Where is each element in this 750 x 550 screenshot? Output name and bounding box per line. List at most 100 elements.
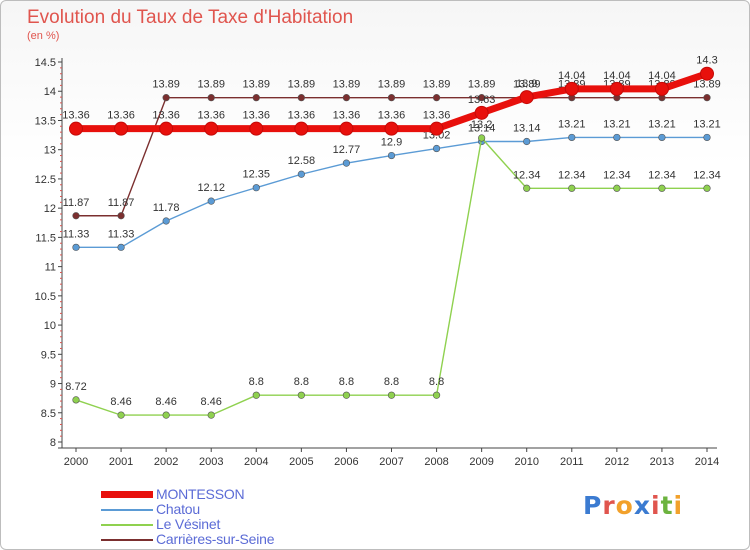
data-label: 12.34 xyxy=(693,169,721,181)
x-tick-label: 2001 xyxy=(109,456,133,468)
data-label: 12.77 xyxy=(333,144,361,156)
data-label: 13.14 xyxy=(513,123,541,135)
data-label: 13.36 xyxy=(107,110,135,122)
data-label: 13.14 xyxy=(468,123,496,135)
x-tick-label: 2005 xyxy=(289,456,313,468)
data-point xyxy=(523,137,531,146)
y-tick-label: 10.5 xyxy=(35,291,56,303)
data-point xyxy=(658,133,666,142)
data-label: 13.89 xyxy=(288,79,316,91)
data-point xyxy=(568,184,576,192)
data-point xyxy=(162,94,170,102)
data-point xyxy=(72,396,80,404)
data-label: 12.34 xyxy=(648,169,676,181)
data-point xyxy=(658,184,666,192)
chart-subtitle: (en %) xyxy=(27,30,60,42)
x-tick-label: 2012 xyxy=(605,456,629,468)
data-point xyxy=(207,411,215,419)
data-label: 13.36 xyxy=(423,110,451,122)
data-label: 12.34 xyxy=(603,169,631,181)
x-tick-label: 2008 xyxy=(424,456,448,468)
data-label: 13.89 xyxy=(378,79,406,91)
data-label: 13.9 xyxy=(516,78,537,90)
data-point xyxy=(609,81,624,96)
data-label: 13.21 xyxy=(693,118,721,130)
data-point xyxy=(207,94,215,102)
data-label: 11.87 xyxy=(108,197,135,209)
data-label: 13.63 xyxy=(468,94,496,106)
data-label: 12.34 xyxy=(558,169,586,181)
data-point xyxy=(72,243,80,251)
y-tick-label: 14 xyxy=(44,86,56,98)
x-tick-label: 2004 xyxy=(244,456,268,468)
x-tick-label: 2006 xyxy=(334,456,358,468)
legend-label-le-vesinet: Le Vésinet xyxy=(156,516,221,532)
data-label: 11.33 xyxy=(63,228,90,240)
data-label: 8.8 xyxy=(294,376,309,388)
data-point xyxy=(249,121,264,136)
data-point xyxy=(568,133,576,142)
data-label: 13.89 xyxy=(693,79,721,91)
data-label: 14.04 xyxy=(603,70,631,82)
data-label: 13.36 xyxy=(152,110,180,122)
legend-swatch-montesson xyxy=(101,491,153,498)
data-label: 13.89 xyxy=(513,79,541,91)
x-tick-label: 2003 xyxy=(199,456,223,468)
data-point xyxy=(252,94,260,102)
data-point xyxy=(162,217,170,225)
data-point xyxy=(523,184,531,192)
data-point xyxy=(387,151,396,160)
data-label: 13.21 xyxy=(648,118,676,130)
data-point xyxy=(207,197,215,205)
data-point xyxy=(252,391,260,399)
data-point xyxy=(69,121,83,136)
data-point xyxy=(342,94,351,102)
x-tick-label: 2009 xyxy=(469,456,493,468)
chart-title: Evolution du Taux de Taxe d'Habitation xyxy=(27,7,354,28)
data-label: 13.21 xyxy=(558,118,586,130)
data-label: 13.36 xyxy=(333,110,361,122)
data-label: 13.89 xyxy=(152,79,180,91)
data-label: 8.8 xyxy=(384,376,399,388)
data-label: 11.33 xyxy=(108,228,135,240)
legend-label-montesson: MONTESSON xyxy=(156,486,245,502)
y-tick-label: 13.5 xyxy=(35,115,56,127)
data-point xyxy=(429,121,444,136)
y-tick-label: 8 xyxy=(50,437,56,449)
data-point xyxy=(204,121,219,136)
x-tick-label: 2000 xyxy=(64,456,88,468)
data-point xyxy=(703,94,711,102)
data-label: 8.8 xyxy=(249,376,264,388)
data-point xyxy=(703,133,711,142)
data-point xyxy=(117,243,125,251)
x-tick-label: 2011 xyxy=(560,456,584,468)
data-label: 8.46 xyxy=(201,396,222,408)
data-label: 8.72 xyxy=(65,381,86,393)
y-tick-label: 10 xyxy=(44,320,56,332)
y-tick-label: 9.5 xyxy=(41,349,56,361)
data-point xyxy=(432,144,441,153)
data-label: 13.21 xyxy=(603,118,631,130)
y-tick-label: 11 xyxy=(45,262,56,274)
data-label: 13.36 xyxy=(378,110,406,122)
data-point xyxy=(654,81,669,96)
data-label: 8.46 xyxy=(110,396,131,408)
data-point xyxy=(342,159,351,167)
data-point xyxy=(564,81,579,96)
data-point xyxy=(159,121,174,136)
data-point xyxy=(342,391,351,399)
y-tick-label: 12 xyxy=(44,203,56,215)
line-chart: 8 8.5 9 9.5 10 10.5 11 11.5 12 12.5 13 13.5 14 14.5 20… xyxy=(35,55,721,468)
data-label: 14.04 xyxy=(648,70,676,82)
data-label: 13.89 xyxy=(197,79,225,91)
x-tick-label: 2014 xyxy=(695,456,719,468)
data-label: 13.89 xyxy=(333,79,361,91)
data-label: 13.36 xyxy=(197,110,225,122)
data-point xyxy=(297,391,305,399)
data-label: 13.89 xyxy=(423,79,451,91)
data-label: 13.36 xyxy=(288,110,316,122)
data-point xyxy=(478,94,486,102)
data-label: 11.87 xyxy=(63,197,90,209)
data-point xyxy=(162,411,170,419)
legend-swatch-carrieres xyxy=(101,539,153,541)
